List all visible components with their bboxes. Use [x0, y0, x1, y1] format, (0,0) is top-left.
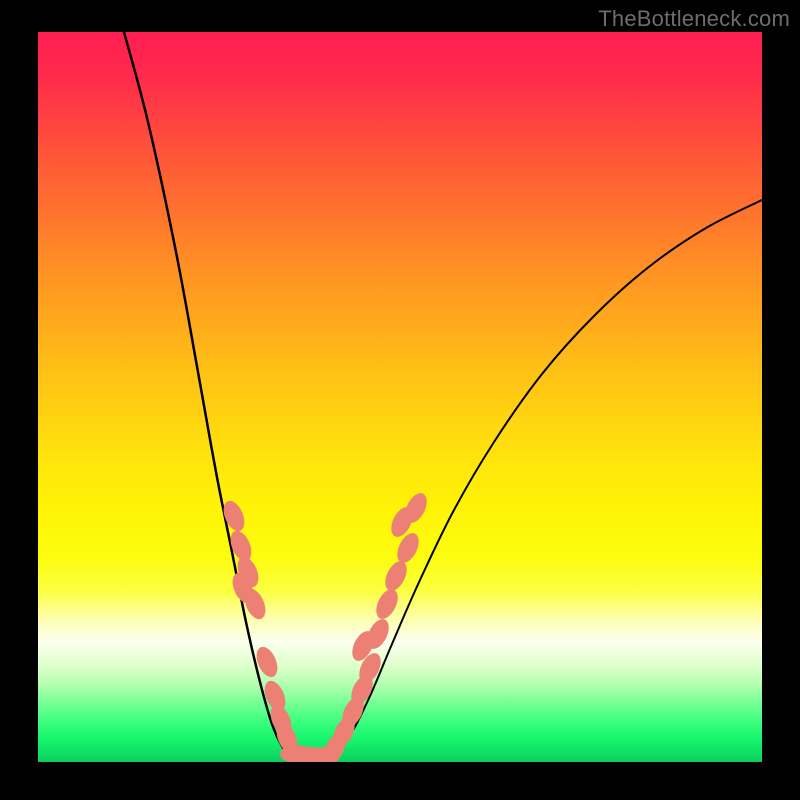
plot-gradient: [38, 32, 762, 762]
watermark-text: TheBottleneck.com: [598, 6, 790, 32]
chart-container: TheBottleneck.com: [0, 0, 800, 800]
chart-svg: [0, 0, 800, 800]
